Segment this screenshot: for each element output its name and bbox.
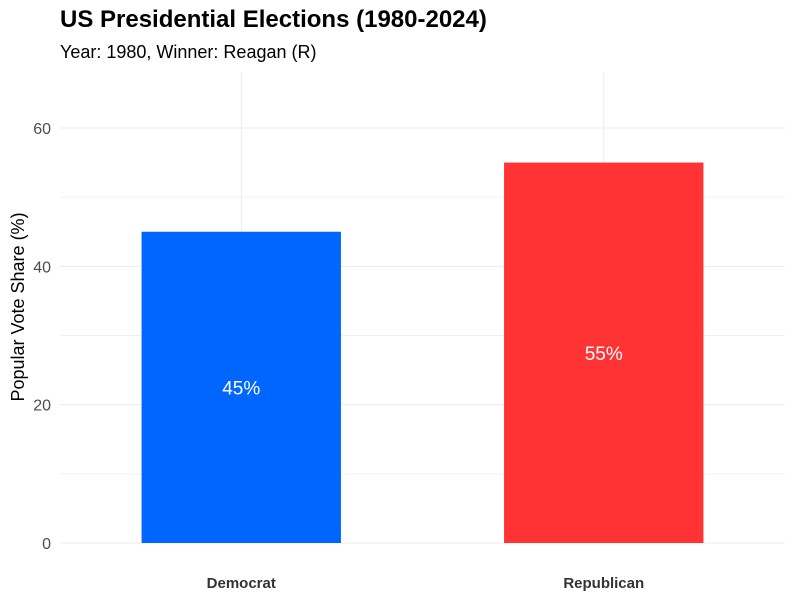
x-tick-label: Democrat — [207, 575, 276, 592]
bar-value-label: 55% — [585, 344, 623, 365]
y-axis-label: Popular Vote Share (%) — [8, 212, 28, 401]
bar-democrat — [141, 231, 341, 543]
bar-republican — [504, 162, 704, 544]
y-tick-label: 60 — [33, 121, 51, 138]
bar-value-labels: 45% 55% — [222, 344, 623, 400]
y-axis-ticks: 0 20 40 60 — [33, 121, 51, 553]
y-tick-label: 40 — [33, 259, 51, 276]
y-tick-label: 0 — [42, 536, 51, 553]
x-axis-ticks: Democrat Republican — [207, 575, 645, 592]
bar-value-label: 45% — [222, 378, 260, 399]
chart-subtitle: Year: 1980, Winner: Reagan (R) — [60, 42, 317, 62]
chart-title: US Presidential Elections (1980-2024) — [60, 6, 487, 33]
bars — [141, 162, 704, 544]
y-tick-label: 20 — [33, 398, 51, 415]
x-tick-label: Republican — [563, 575, 644, 592]
